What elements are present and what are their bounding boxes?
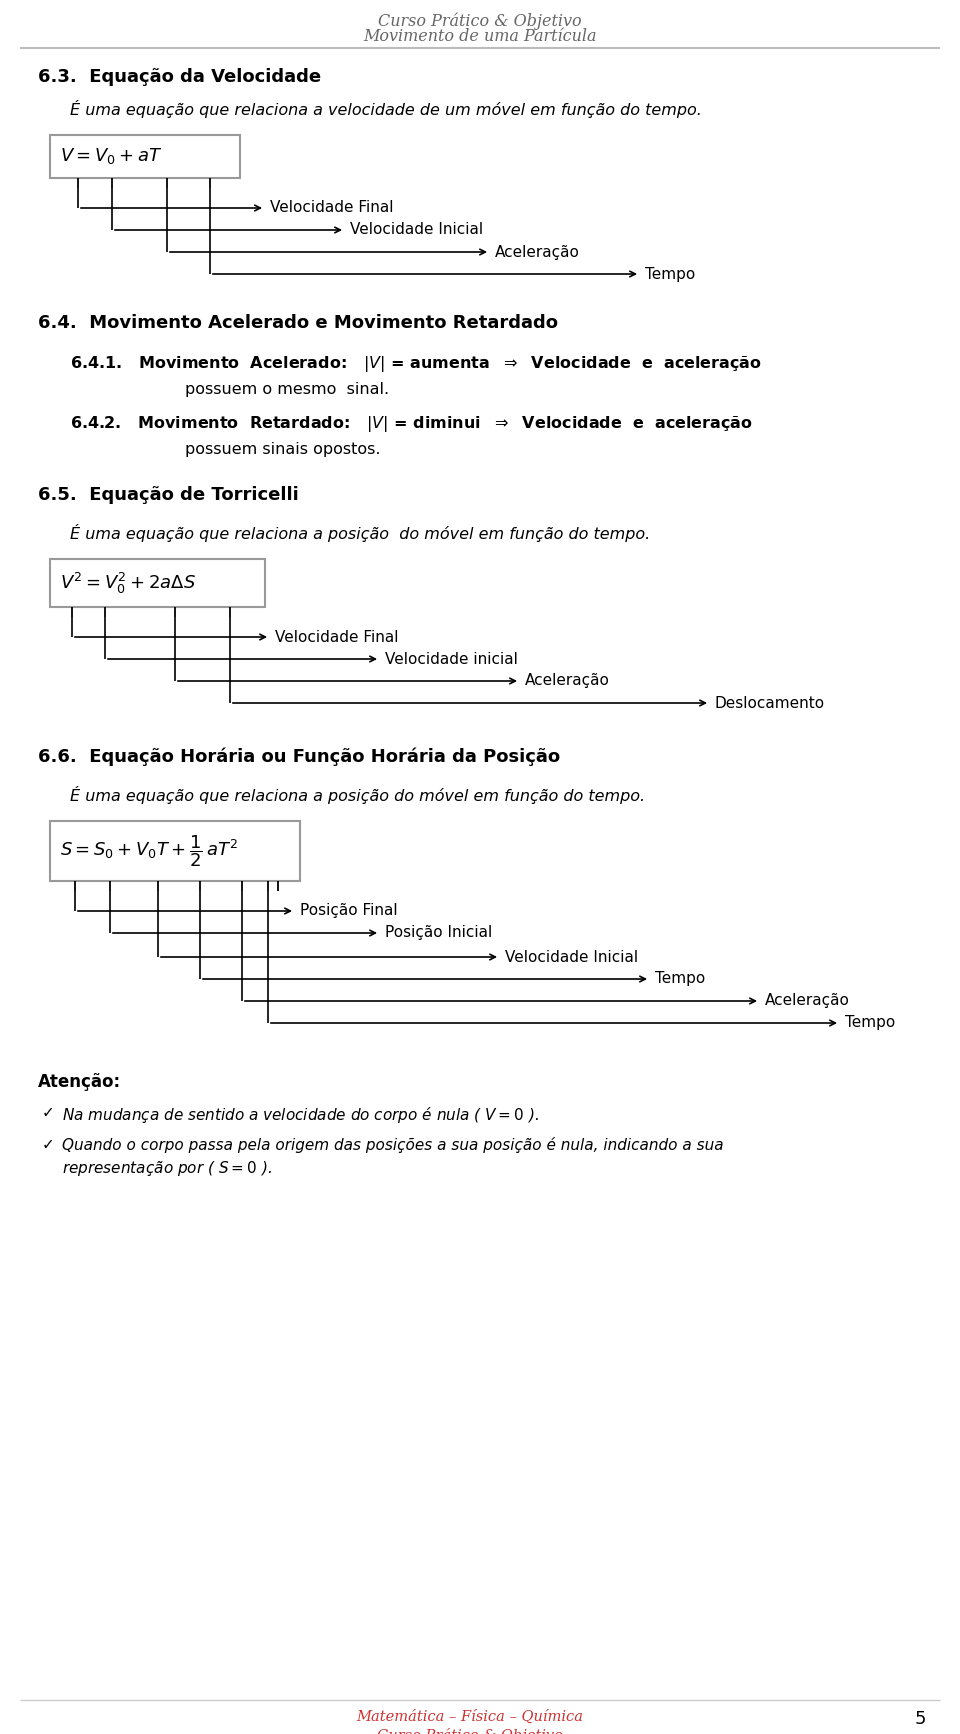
Text: Velocidade inicial: Velocidade inicial — [385, 652, 517, 666]
Text: Aceleração: Aceleração — [525, 673, 610, 688]
Text: Na mudança de sentido a velocidade do corpo é nula ( $V = 0$ ).: Na mudança de sentido a velocidade do co… — [62, 1105, 540, 1125]
Bar — [50, 820, 300, 881]
Text: Aceleração: Aceleração — [495, 244, 580, 260]
Text: $V^2 = V_0^2 + 2a\Delta S$: $V^2 = V_0^2 + 2a\Delta S$ — [60, 570, 196, 595]
Text: $S = S_0 + V_0T + \dfrac{1}{2}\,aT^2$: $S = S_0 + V_0T + \dfrac{1}{2}\,aT^2$ — [60, 832, 238, 869]
Text: Curso Prático & Objetivo: Curso Prático & Objetivo — [377, 1729, 563, 1734]
Text: ✓: ✓ — [42, 1138, 55, 1151]
Text: Tempo: Tempo — [645, 267, 695, 281]
Text: 6.5.  Equação de Torricelli: 6.5. Equação de Torricelli — [38, 486, 299, 505]
Text: É uma equação que relaciona a posição do móvel em função do tempo.: É uma equação que relaciona a posição do… — [70, 786, 645, 805]
Text: possuem sinais opostos.: possuem sinais opostos. — [185, 442, 380, 458]
Text: Posição Final: Posição Final — [300, 903, 397, 919]
Text: É uma equação que relaciona a velocidade de um móvel em função do tempo.: É uma equação que relaciona a velocidade… — [70, 101, 702, 118]
Text: Posição Inicial: Posição Inicial — [385, 926, 492, 940]
Text: Curso Prático & Objetivo: Curso Prático & Objetivo — [378, 12, 582, 29]
Text: representação por ( $S = 0$ ).: representação por ( $S = 0$ ). — [62, 1158, 272, 1177]
Text: Matemática – Física – Química: Matemática – Física – Química — [356, 1710, 584, 1724]
Text: 6.4.1.   Movimento  Acelerado:   $|V|$ = aumenta  $\Rightarrow$  Velocidade  e  : 6.4.1. Movimento Acelerado: $|V|$ = aume… — [70, 354, 762, 375]
Text: 5: 5 — [914, 1710, 925, 1729]
Text: Tempo: Tempo — [845, 1016, 896, 1030]
Text: Velocidade Inicial: Velocidade Inicial — [505, 950, 638, 964]
Bar — [50, 558, 265, 607]
Text: 6.4.2.   Movimento  Retardado:   $|V|$ = diminui  $\Rightarrow$  Velocidade  e  : 6.4.2. Movimento Retardado: $|V|$ = dimi… — [70, 414, 753, 434]
Text: Velocidade Inicial: Velocidade Inicial — [350, 222, 483, 238]
Text: 6.4.  Movimento Acelerado e Movimento Retardado: 6.4. Movimento Acelerado e Movimento Ret… — [38, 314, 558, 331]
Text: ✓: ✓ — [42, 1105, 55, 1120]
Bar — [50, 135, 240, 179]
Text: $V = V_0 + aT$: $V = V_0 + aT$ — [60, 146, 162, 166]
Text: Atenção:: Atenção: — [38, 1073, 121, 1091]
Text: Aceleração: Aceleração — [765, 994, 850, 1009]
Text: Quando o corpo passa pela origem das posições a sua posição é nula, indicando a : Quando o corpo passa pela origem das pos… — [62, 1138, 724, 1153]
Text: Velocidade Final: Velocidade Final — [275, 629, 398, 645]
Text: 6.6.  Equação Horária ou Função Horária da Posição: 6.6. Equação Horária ou Função Horária d… — [38, 747, 560, 766]
Text: 6.3.  Equação da Velocidade: 6.3. Equação da Velocidade — [38, 68, 322, 87]
Text: possuem o mesmo  sinal.: possuem o mesmo sinal. — [185, 381, 389, 397]
Text: Movimento de uma Partícula: Movimento de uma Partícula — [363, 28, 597, 45]
Text: É uma equação que relaciona a posição  do móvel em função do tempo.: É uma equação que relaciona a posição do… — [70, 524, 650, 543]
Text: Velocidade Final: Velocidade Final — [270, 201, 394, 215]
Text: Deslocamento: Deslocamento — [715, 695, 826, 711]
Text: Tempo: Tempo — [655, 971, 706, 987]
